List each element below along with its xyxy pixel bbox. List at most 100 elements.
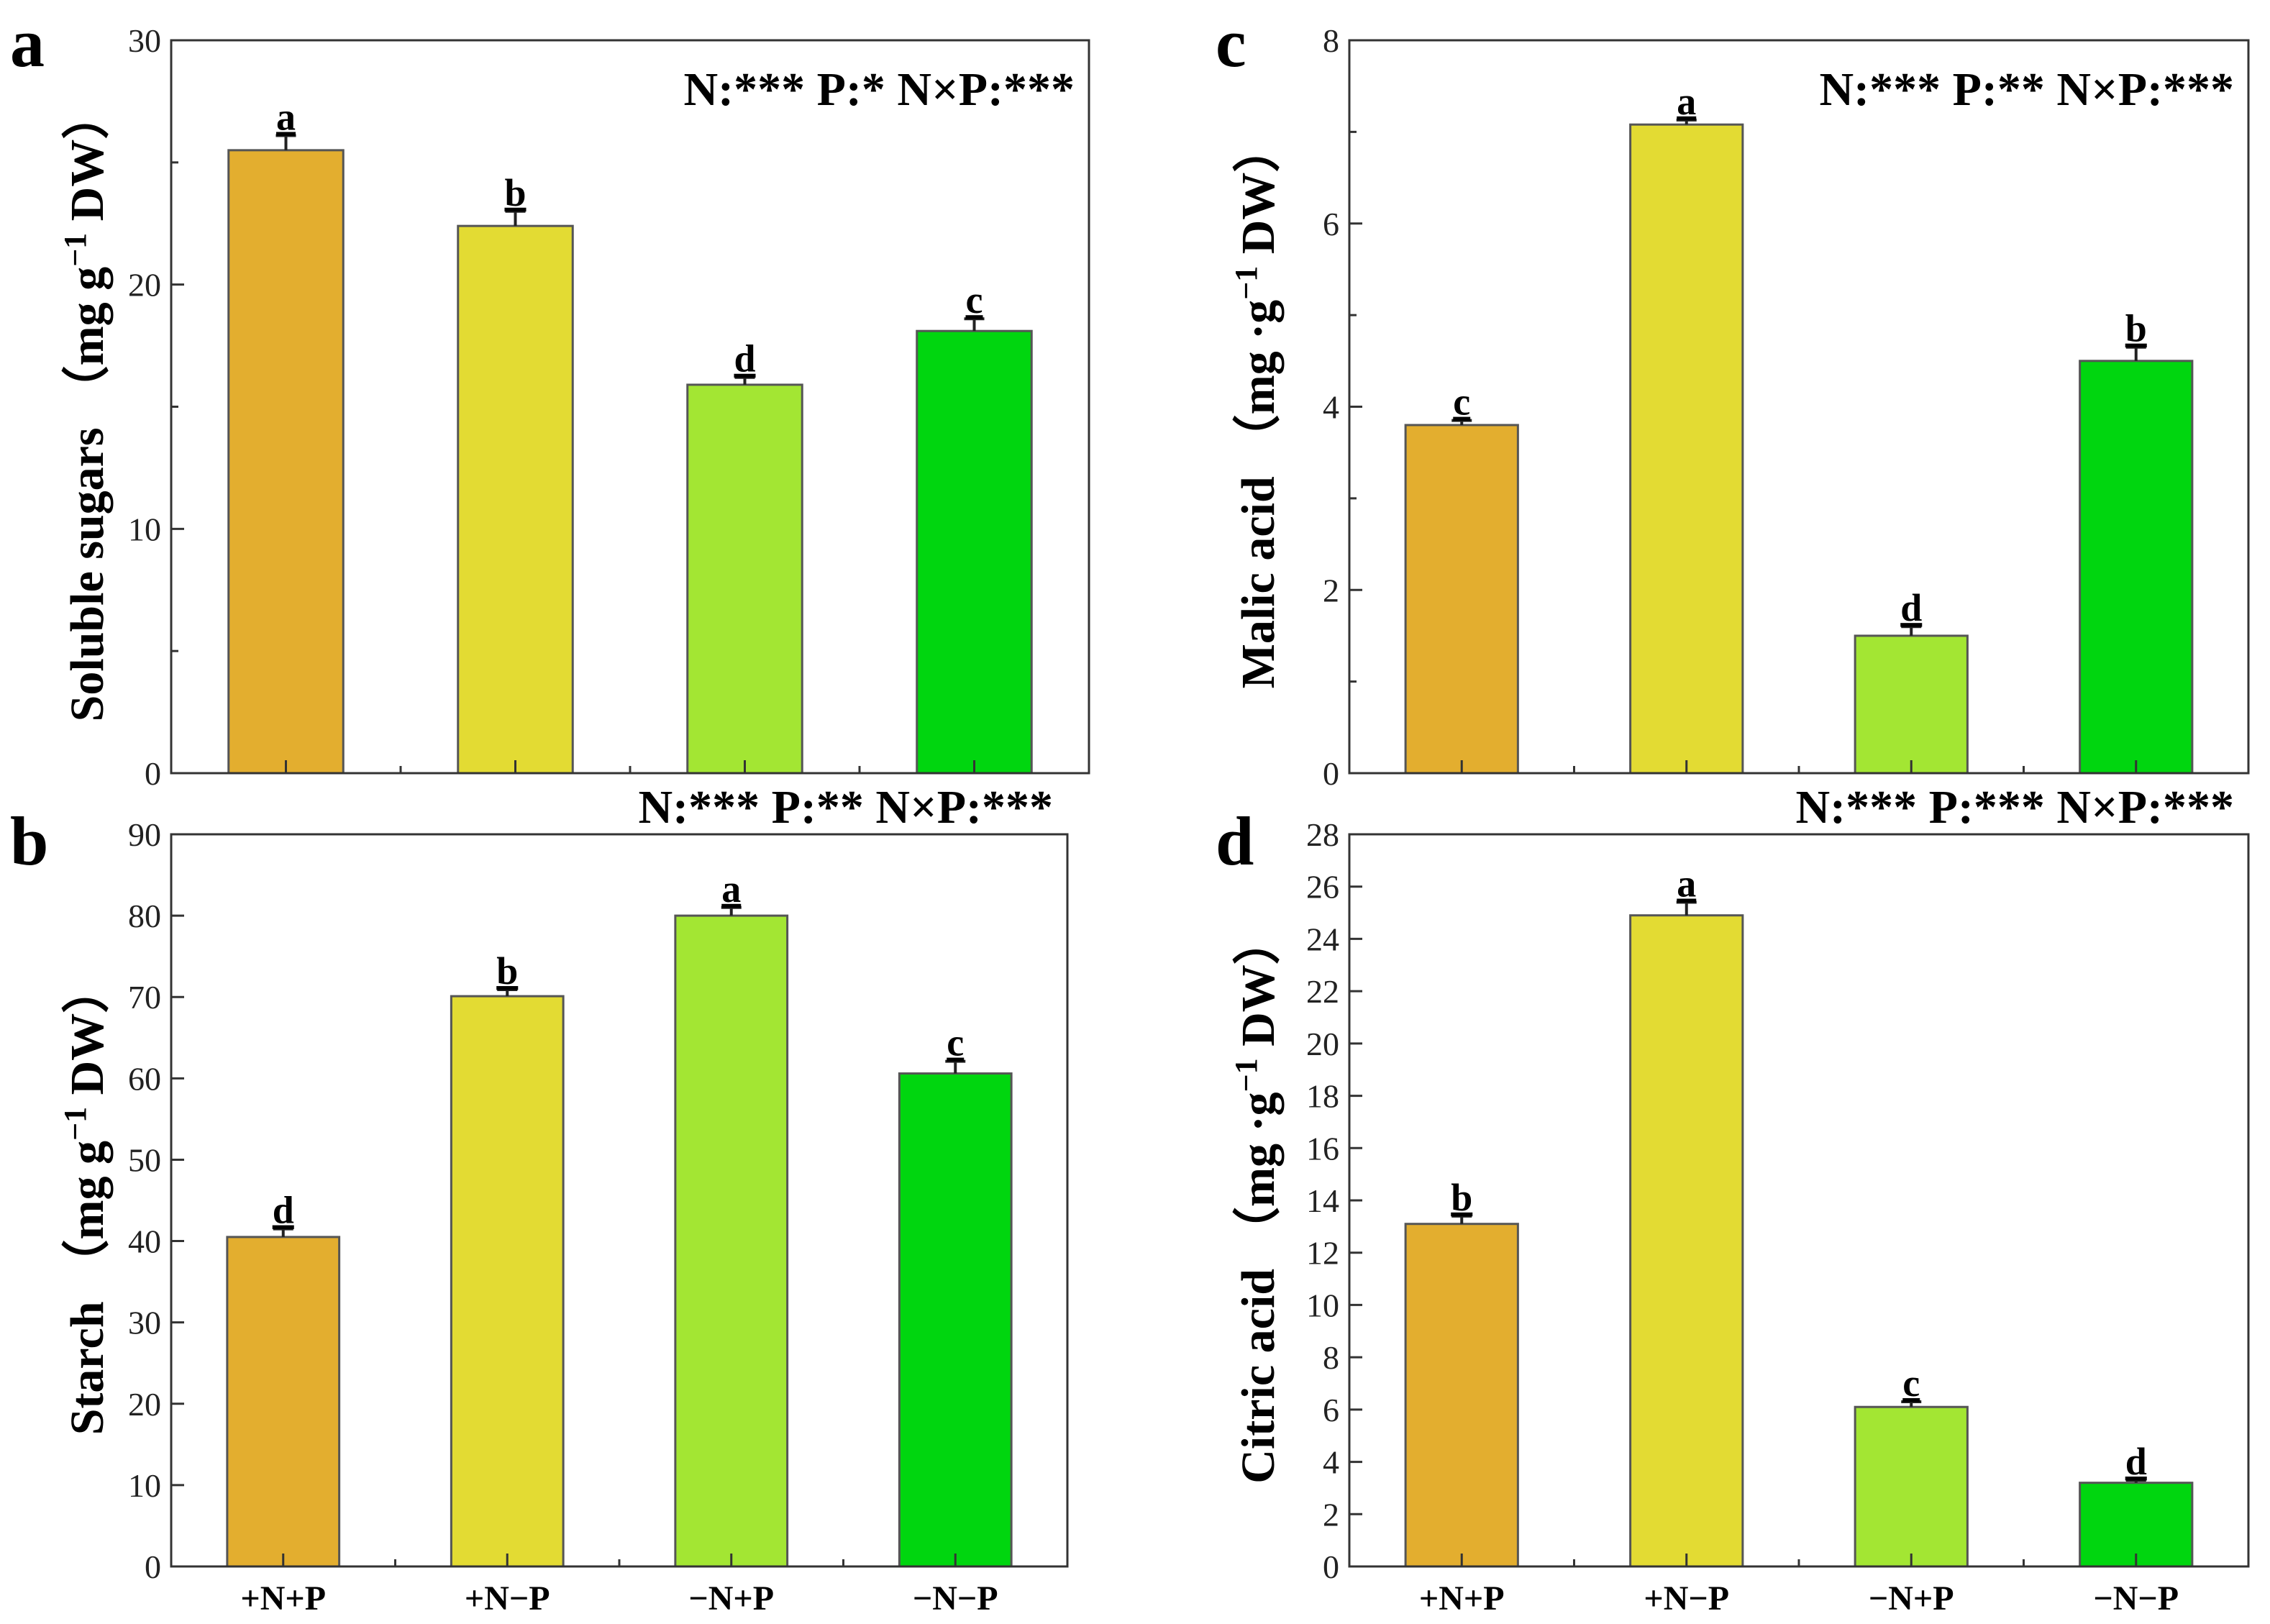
y-axis-label: Starch （mg g−1 DW） — [58, 966, 114, 1436]
y-tick-label: 8 — [1323, 1339, 1339, 1376]
y-tick-label: 70 — [128, 979, 161, 1016]
panel-b: b d +N+P b +N−P a −N+P c −N−P 0 10 20 30 40 50 60 70 80 90… — [10, 781, 1069, 1618]
bar-−N+P — [1854, 1405, 1969, 1568]
y-tick-label: 60 — [128, 1060, 161, 1097]
plot-frame — [170, 833, 1069, 1568]
bar-+N−P — [1629, 123, 1744, 775]
y-tick-label: 2 — [1323, 572, 1339, 608]
x-tick-label: −N+P — [688, 1579, 774, 1618]
significance-letter: b — [2125, 307, 2147, 350]
y-tick-label: 6 — [1323, 206, 1339, 242]
bar-−N−P — [2079, 1482, 2194, 1568]
y-tick-label: 8 — [1323, 22, 1339, 59]
bar-+N−P — [450, 995, 565, 1568]
y-tick-label: 4 — [1323, 389, 1339, 426]
x-tick-label: +N+P — [240, 1579, 326, 1618]
y-tick-label: 10 — [128, 511, 161, 547]
stats-annotation: N:*** P:** N×P:*** — [1819, 63, 2234, 116]
bar-+N−P — [1629, 914, 1744, 1568]
y-tick-label: 0 — [145, 1548, 161, 1585]
significance-letter: c — [1453, 380, 1470, 424]
x-tick-label: −N−P — [913, 1579, 998, 1618]
significance-letter: d — [734, 337, 755, 380]
significance-letter: c — [966, 278, 983, 321]
y-tick-label: 2 — [1323, 1496, 1339, 1533]
significance-letter: b — [496, 949, 518, 993]
bar-−N+P — [686, 383, 803, 775]
panel-label: a — [10, 4, 45, 81]
bar-+N−P — [457, 224, 574, 775]
bar-−N−P — [916, 329, 1033, 775]
panel-label: c — [1216, 4, 1246, 81]
significance-letter: a — [721, 867, 741, 911]
panel-label: d — [1216, 803, 1254, 880]
y-tick-label: 24 — [1306, 921, 1339, 957]
y-tick-label: 20 — [1306, 1026, 1339, 1062]
x-tick-label: −N−P — [2093, 1579, 2179, 1618]
panel-a: a a b d c 0 10 20 30 N:*** P:* N×P:*** Soluble sug… — [10, 4, 1090, 792]
y-axis-label-unit: （mg ·g — [1231, 300, 1285, 462]
panel-c: c c a d b 0 2 4 6 8 N:*** P:** N×P:*** Malic acid （m… — [1216, 4, 2250, 792]
y-tick-label: 0 — [1323, 755, 1339, 792]
bar-−N−P — [898, 1072, 1013, 1568]
y-tick-label: 10 — [128, 1467, 161, 1504]
y-axis-label-main: Citric acid — [1232, 1269, 1285, 1484]
y-tick-label: 6 — [1323, 1392, 1339, 1428]
y-tick-label: 20 — [128, 267, 161, 304]
bar-+N+P — [227, 149, 345, 775]
stats-annotation: N:*** P:* N×P:*** — [683, 63, 1075, 116]
bar-−N+P — [674, 914, 789, 1568]
significance-letter: c — [1902, 1361, 1920, 1405]
y-tick-label: 30 — [128, 22, 161, 59]
y-tick-label: 26 — [1306, 869, 1339, 905]
y-tick-label: 90 — [128, 816, 161, 853]
significance-letter: b — [1451, 1176, 1472, 1219]
y-axis-label-unit: （mg g — [60, 1141, 114, 1287]
y-tick-label: 0 — [1323, 1548, 1339, 1585]
significance-letter: d — [1900, 586, 1922, 629]
y-axis-label-unit: （mg g — [60, 267, 114, 413]
y-axis-label-end: DW） — [60, 92, 114, 233]
y-tick-label: 40 — [128, 1223, 161, 1260]
stats-annotation: N:*** P:** N×P:*** — [638, 781, 1053, 834]
stats-annotation: N:*** P:*** N×P:*** — [1795, 781, 2234, 834]
y-tick-label: 12 — [1306, 1235, 1339, 1272]
y-axis-label-main: Starch — [61, 1301, 114, 1435]
y-tick-label: 10 — [1306, 1287, 1339, 1323]
y-tick-label: 80 — [128, 898, 161, 934]
y-axis-label-end: DW） — [1231, 917, 1285, 1058]
bar-−N+P — [1854, 634, 1969, 775]
significance-letter: c — [947, 1021, 964, 1064]
y-tick-label: 16 — [1306, 1130, 1339, 1167]
bar-+N+P — [1404, 424, 1519, 775]
significance-letter: b — [504, 171, 526, 214]
panel-d: db+N+Pa+N−Pc−N+Pd−N−P0246810121416182022… — [1216, 781, 2250, 1618]
y-tick-label: 20 — [128, 1386, 161, 1423]
y-tick-label: 28 — [1306, 816, 1339, 853]
y-tick-label: 30 — [128, 1305, 161, 1341]
y-axis-label-sup: −1 — [58, 1107, 93, 1141]
significance-letter: d — [273, 1189, 294, 1232]
y-tick-label: 50 — [128, 1141, 161, 1178]
y-axis-label: Soluble sugars （mg g−1 DW） — [58, 92, 114, 722]
y-axis-label-sup: −1 — [1229, 266, 1264, 300]
x-tick-label: +N−P — [1644, 1579, 1729, 1618]
y-tick-label: 4 — [1323, 1444, 1339, 1481]
significance-letter: a — [276, 95, 296, 138]
y-axis-label-unit: （mg ·g — [1231, 1092, 1285, 1255]
y-axis-label-main: Soluble sugars — [61, 427, 114, 721]
panel-label: b — [10, 803, 48, 880]
significance-letter: d — [2125, 1440, 2147, 1483]
y-axis-label-sup: −1 — [1229, 1058, 1264, 1092]
y-axis-label-sup: −1 — [58, 233, 93, 267]
x-tick-label: +N+P — [1419, 1579, 1505, 1618]
bar-+N+P — [226, 1236, 341, 1568]
significance-letter: a — [1677, 80, 1696, 123]
y-axis-label: Malic acid （mg ·g−1 DW） — [1229, 125, 1285, 689]
x-tick-label: +N−P — [465, 1579, 550, 1618]
y-axis-label: Citric acid （mg ·g−1 DW） — [1229, 917, 1285, 1484]
y-axis-label-main: Malic acid — [1232, 476, 1285, 688]
y-axis-label-end: DW） — [1231, 125, 1285, 266]
y-axis-label-end: DW） — [60, 966, 114, 1107]
